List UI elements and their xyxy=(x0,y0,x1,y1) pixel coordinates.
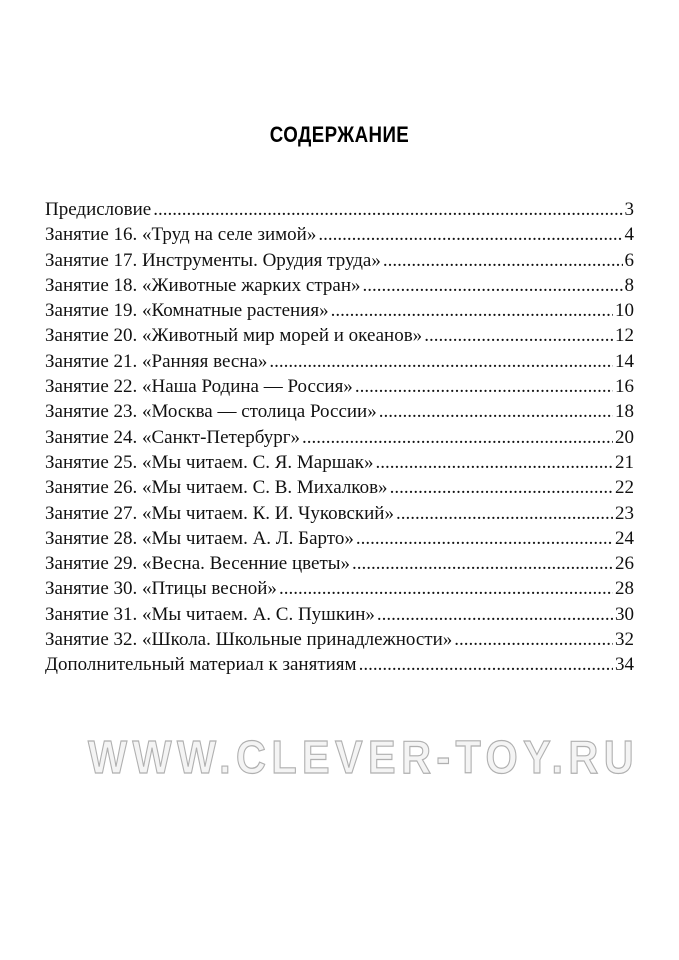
toc-entry: Занятие 27. «Мы читаем. К. И. Чуковский»… xyxy=(45,503,634,528)
dot-leader xyxy=(379,401,613,423)
dot-leader xyxy=(396,503,613,525)
watermark: WWW.CLEVER-TOY.RU xyxy=(87,730,640,783)
toc-entry-page: 24 xyxy=(615,527,634,549)
toc-entry: Дополнительный материал к занятиям 34 xyxy=(45,654,634,679)
dot-leader xyxy=(363,275,623,297)
toc-entry: Занятие 17. Инструменты. Орудия труда» 6 xyxy=(45,250,634,275)
toc-entry: Предисловие 3 xyxy=(45,199,634,224)
dot-leader xyxy=(153,199,622,221)
toc-entry: Занятие 30. «Птицы весной» 28 xyxy=(45,578,634,603)
toc-entry-page: 20 xyxy=(615,426,634,448)
dot-leader xyxy=(279,578,613,600)
dot-leader xyxy=(424,325,613,347)
toc-entry: Занятие 29. «Весна. Весенние цветы» 26 xyxy=(45,553,634,578)
dot-leader xyxy=(352,553,613,575)
toc-entry: Занятие 28. «Мы читаем. А. Л. Барто» 24 xyxy=(45,528,634,553)
toc-entry-label: Занятие 17. Инструменты. Орудия труда» xyxy=(45,249,381,271)
dot-leader xyxy=(269,351,613,373)
toc-entry-label: Занятие 26. «Мы читаем. С. В. Михалков» xyxy=(45,477,388,499)
toc-entry-label: Занятие 18. «Животные жарких стран» xyxy=(45,274,361,296)
dot-leader xyxy=(302,427,613,449)
toc-entry-label: Занятие 23. «Москва — столица России» xyxy=(45,401,377,423)
dot-leader xyxy=(383,250,623,272)
toc-entry-label: Занятие 25. «Мы читаем. С. Я. Маршак» xyxy=(45,451,374,473)
page-title: СОДЕРЖАНИЕ xyxy=(269,122,410,147)
dot-leader xyxy=(377,604,613,626)
dot-leader xyxy=(318,224,622,246)
toc-entry-page: 4 xyxy=(624,224,635,246)
toc-entry-label: Занятие 30. «Птицы весной» xyxy=(45,578,277,600)
toc-entry-page: 34 xyxy=(615,654,634,676)
toc-entry: Занятие 18. «Животные жарких стран» 8 xyxy=(45,275,634,300)
toc-entry: Занятие 19. «Комнатные растения» 10 xyxy=(45,300,634,325)
toc-entry-label: Занятие 28. «Мы читаем. А. Л. Барто» xyxy=(45,527,354,549)
toc-entry-page: 6 xyxy=(624,249,635,271)
toc-entry-label: Занятие 19. «Комнатные растения» xyxy=(45,300,329,322)
dot-leader xyxy=(355,376,613,398)
toc-entry-page: 8 xyxy=(624,274,635,296)
toc-entry: Занятие 31. «Мы читаем. А. С. Пушкин» 30 xyxy=(45,604,634,629)
table-of-contents: Предисловие 3 Занятие 16. «Труд на селе зи… xyxy=(45,199,634,680)
toc-entry-label: Дополнительный материал к занятиям xyxy=(45,654,357,676)
toc-entry: Занятие 22. «Наша Родина — Россия» 16 xyxy=(45,376,634,401)
toc-entry-label: Занятие 21. «Ранняя весна» xyxy=(45,350,268,372)
toc-entry-page: 10 xyxy=(615,300,634,322)
toc-entry-page: 3 xyxy=(624,199,635,220)
toc-entry-page: 14 xyxy=(615,350,634,372)
toc-entry: Занятие 23. «Москва — столица России» 18 xyxy=(45,401,634,426)
toc-entry-page: 16 xyxy=(615,376,634,398)
toc-entry-page: 22 xyxy=(615,477,634,499)
toc-entry-page: 12 xyxy=(615,325,634,347)
dot-leader xyxy=(376,452,613,474)
toc-entry-page: 21 xyxy=(615,451,634,473)
toc-entry-page: 23 xyxy=(615,502,634,524)
dot-leader xyxy=(356,528,613,550)
toc-entry: Занятие 32. «Школа. Школьные принадлежно… xyxy=(45,629,634,654)
toc-entry-label: Занятие 31. «Мы читаем. А. С. Пушкин» xyxy=(45,603,375,625)
toc-entry-label: Занятие 20. «Животный мир морей и океано… xyxy=(45,325,423,347)
toc-entry-label: Занятие 16. «Труд на селе зимой» xyxy=(45,224,317,246)
toc-entry-page: 30 xyxy=(615,603,634,625)
toc-entry-label: Предисловие xyxy=(45,199,152,220)
dot-leader xyxy=(454,629,613,651)
dot-leader xyxy=(390,477,613,499)
toc-entry: Занятие 21. «Ранняя весна» 14 xyxy=(45,351,634,376)
toc-entry: Занятие 24. «Санкт-Петербург» 20 xyxy=(45,427,634,452)
toc-entry-label: Занятие 22. «Наша Родина — Россия» xyxy=(45,376,353,398)
toc-entry: Занятие 26. «Мы читаем. С. В. Михалков» 2… xyxy=(45,477,634,502)
toc-entry-label: Занятие 32. «Школа. Школьные принадлежно… xyxy=(45,629,453,651)
toc-entry-label: Занятие 27. «Мы читаем. К. И. Чуковский» xyxy=(45,502,394,524)
toc-entry: Занятие 20. «Животный мир морей и океано… xyxy=(45,325,634,350)
toc-entry-page: 28 xyxy=(615,578,634,600)
toc-entry: Занятие 25. «Мы читаем. С. Я. Маршак» 21 xyxy=(45,452,634,477)
toc-entry-page: 26 xyxy=(615,553,634,575)
toc-entry: Занятие 16. «Труд на селе зимой» 4 xyxy=(45,224,634,249)
toc-entry-label: Занятие 29. «Весна. Весенние цветы» xyxy=(45,553,351,575)
dot-leader xyxy=(359,654,613,676)
toc-entry-page: 32 xyxy=(615,629,634,651)
toc-entry-page: 18 xyxy=(615,401,634,423)
toc-entry-label: Занятие 24. «Санкт-Петербург» xyxy=(45,426,301,448)
dot-leader xyxy=(331,300,613,322)
